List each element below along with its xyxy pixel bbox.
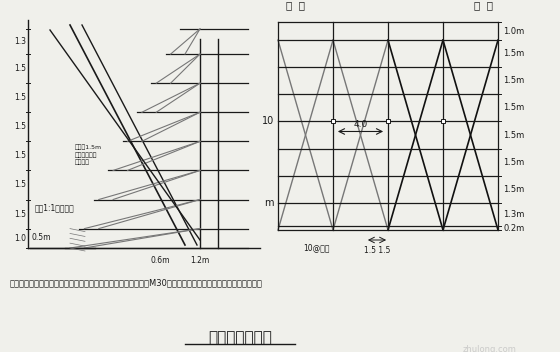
Text: 1.5: 1.5 [14, 181, 26, 189]
Text: 10@柱距: 10@柱距 [303, 243, 329, 252]
Text: 1.0: 1.0 [14, 234, 26, 243]
Text: 1.5 1.5: 1.5 1.5 [364, 246, 390, 255]
Text: 坡比1:1坡设设计: 坡比1:1坡设设计 [35, 203, 74, 212]
Text: 4.0: 4.0 [353, 120, 367, 130]
Text: 1.5m: 1.5m [503, 103, 524, 112]
Text: 1.5m: 1.5m [503, 158, 524, 167]
Text: 0.5m: 0.5m [31, 233, 50, 242]
Text: 1.5: 1.5 [14, 64, 26, 73]
Text: 架距约1.5m
竹笆铺满排列
全封闭整: 架距约1.5m 竹笆铺满排列 全封闭整 [75, 145, 102, 165]
Text: 0.6m: 0.6m [150, 256, 170, 265]
Text: 1.0m: 1.0m [503, 26, 524, 36]
Text: 1.5: 1.5 [14, 93, 26, 102]
Text: 1.2m: 1.2m [190, 256, 209, 265]
Text: 10: 10 [262, 117, 274, 126]
Bar [441, 119, 445, 124]
Text: 1.3m: 1.3m [503, 210, 524, 219]
Text: 施工脚手架简图: 施工脚手架简图 [208, 330, 272, 345]
Text: 注：人工对基础核动部分进行清理平整，清理后的回坑处，采用M30水泥砂浆填平，确保脚手架基础坚固稳定。: 注：人工对基础核动部分进行清理平整，清理后的回坑处，采用M30水泥砂浆填平，确保… [10, 278, 263, 287]
Text: m: m [264, 198, 274, 208]
Bar [386, 119, 390, 124]
Text: 1.5: 1.5 [14, 122, 26, 131]
Text: 1.5m: 1.5m [503, 131, 524, 139]
Text: 0.2m: 0.2m [503, 224, 524, 233]
Text: zhulong.com: zhulong.com [463, 345, 517, 352]
Text: 马  道: 马 道 [286, 0, 305, 10]
Text: 1.5m: 1.5m [503, 185, 524, 194]
Text: 马  道: 马 道 [474, 0, 493, 10]
Text: 1.5m: 1.5m [503, 49, 524, 58]
Bar [331, 119, 335, 124]
Text: 1.3: 1.3 [14, 37, 26, 46]
Text: 1.5: 1.5 [14, 151, 26, 161]
Text: 1.5: 1.5 [14, 209, 26, 219]
Text: 1.5m: 1.5m [503, 76, 524, 85]
